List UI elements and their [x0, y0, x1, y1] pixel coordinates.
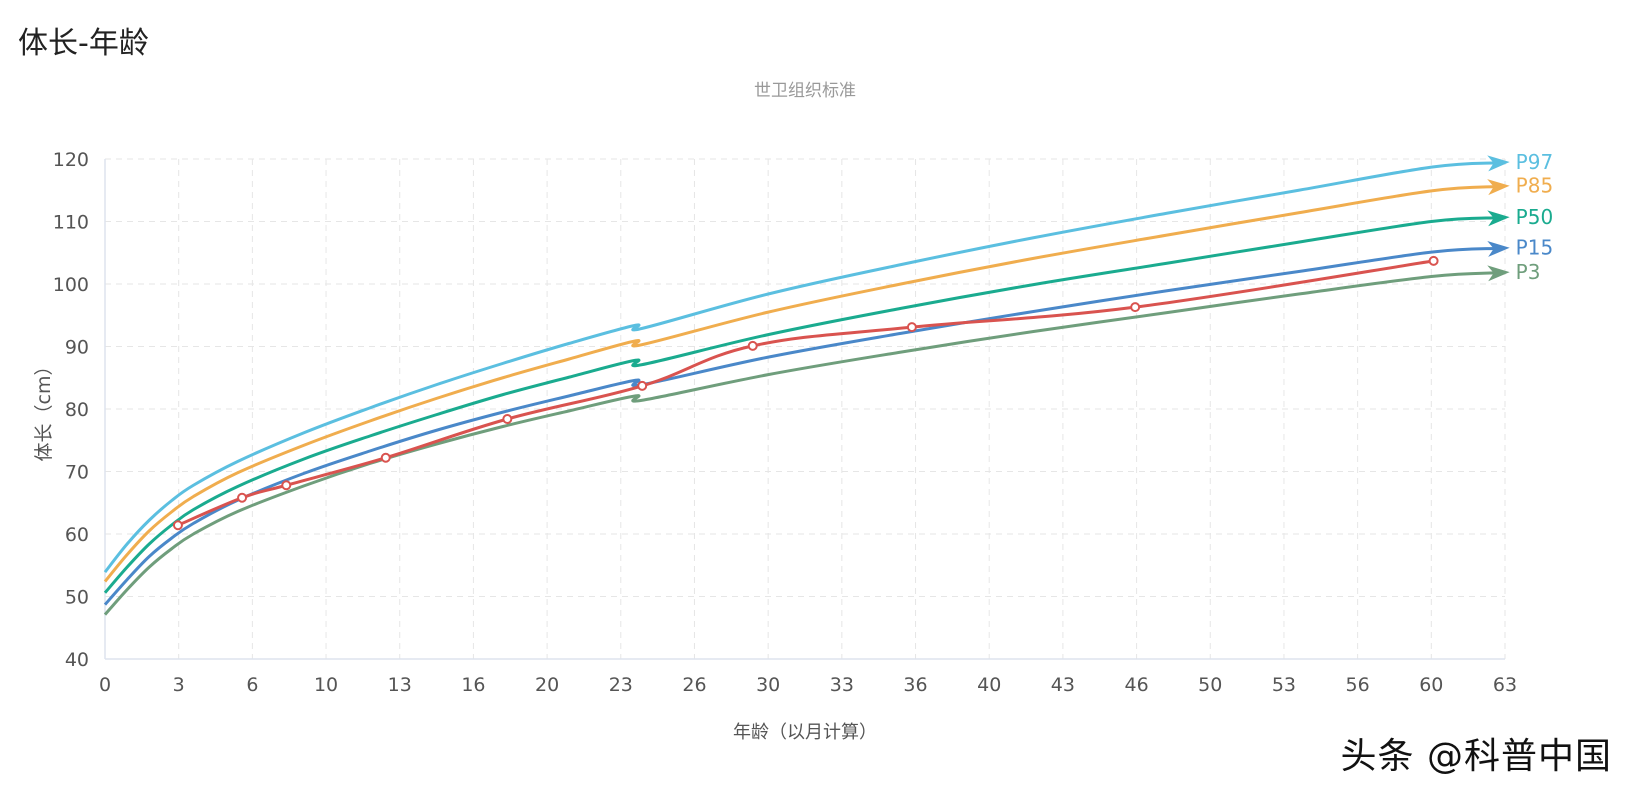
y-tick-label: 110 — [53, 212, 89, 234]
y-tick-label: 80 — [65, 399, 89, 421]
x-tick-label: 63 — [1493, 674, 1517, 696]
series-line-p3 — [103, 271, 1498, 616]
chart-subtitle: 世卫组织标准 — [754, 81, 856, 101]
x-tick-label: 10 — [314, 674, 338, 696]
watermark: 头条 @科普中国 — [1340, 736, 1612, 777]
x-tick-label: 26 — [682, 674, 706, 696]
y-tick-label: 100 — [53, 274, 89, 296]
measured-point — [637, 380, 648, 391]
measured-point — [747, 340, 758, 351]
series-label-p97: P97 — [1516, 150, 1554, 174]
series-label-p3: P3 — [1516, 260, 1541, 284]
arrow-icon — [1487, 240, 1510, 257]
arrow-icon — [1487, 210, 1510, 227]
series-line-p50 — [103, 216, 1498, 594]
series-label-p85: P85 — [1516, 174, 1554, 198]
measured-point — [172, 520, 183, 531]
measured-point — [906, 322, 917, 333]
y-tick-label: 120 — [53, 149, 89, 171]
x-tick-label: 33 — [830, 674, 854, 696]
x-tick-label: 43 — [1051, 674, 1075, 696]
x-tick-label: 6 — [246, 674, 258, 696]
x-tick-label: 20 — [535, 674, 559, 696]
measured-point — [1130, 302, 1141, 313]
x-tick-label: 40 — [977, 674, 1001, 696]
x-tick-label: 13 — [388, 674, 412, 696]
grid — [105, 158, 1506, 659]
x-tick-label: 16 — [461, 674, 485, 696]
arrow-icon — [1487, 265, 1510, 282]
x-tick-label: 50 — [1198, 674, 1222, 696]
series-line-p85 — [103, 185, 1498, 583]
x-tick-label: 36 — [903, 674, 927, 696]
x-tick-label: 60 — [1419, 674, 1443, 696]
measured-point — [281, 480, 292, 491]
x-tick-label: 0 — [99, 674, 111, 696]
y-tick-label: 90 — [65, 337, 89, 359]
page-title: 体长-年龄 — [18, 26, 149, 61]
y-tick-label: 70 — [65, 462, 89, 484]
x-axis-label: 年龄（以月计算） — [733, 722, 877, 743]
measured-point — [380, 452, 391, 463]
measured-points — [172, 255, 1439, 531]
series-label-p50: P50 — [1516, 205, 1554, 229]
measured-point — [237, 492, 248, 503]
measured-point — [502, 414, 513, 424]
x-tick-label: 56 — [1346, 674, 1370, 696]
series-line-p15 — [103, 246, 1498, 606]
x-tick-label: 23 — [609, 674, 633, 696]
arrow-icon — [1487, 155, 1510, 172]
x-tick-label: 30 — [756, 674, 780, 696]
series-line-p97 — [103, 161, 1498, 574]
x-tick-label: 3 — [173, 674, 185, 696]
y-axis-label: 体长（cm） — [33, 357, 55, 462]
y-tick-label: 60 — [65, 524, 89, 546]
measured-point — [1428, 255, 1439, 266]
y-tick-label: 50 — [65, 587, 89, 609]
arrow-icon — [1487, 179, 1510, 196]
series-label-p15: P15 — [1516, 236, 1554, 260]
y-tick-label: 40 — [65, 649, 89, 671]
x-tick-label: 53 — [1272, 674, 1296, 696]
x-tick-label: 46 — [1124, 674, 1148, 696]
